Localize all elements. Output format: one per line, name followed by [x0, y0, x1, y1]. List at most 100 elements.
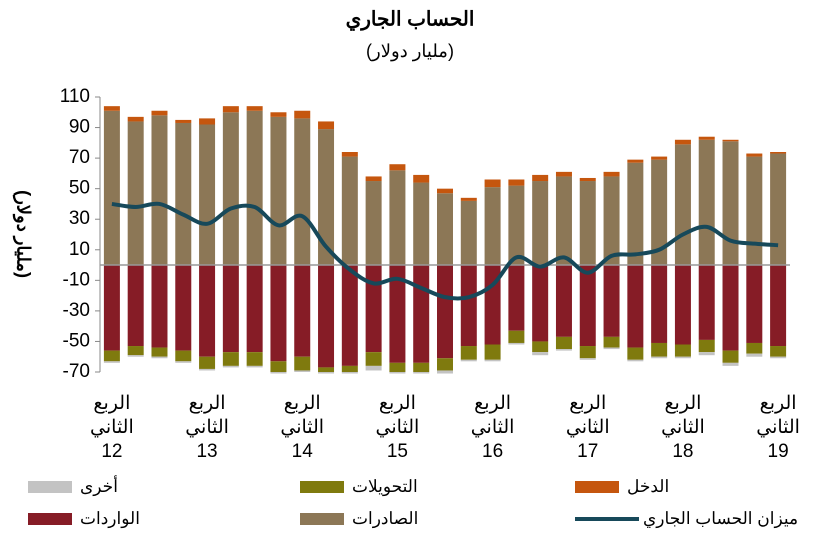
legend-item: التحويلات [300, 477, 418, 497]
bar-segment [341, 156, 358, 266]
bar-segment [341, 265, 358, 366]
bar-segment [579, 358, 596, 360]
bar-segment [389, 170, 406, 266]
bar-segment [603, 176, 620, 266]
bar-segment [698, 139, 715, 266]
legend-swatch [300, 513, 344, 525]
bar-segment [484, 179, 501, 188]
bar-segment [770, 265, 787, 347]
x-tick-label: الربع الثاني 17 [565, 393, 610, 462]
bar-segment [199, 118, 216, 125]
bar-segment [294, 118, 311, 266]
bar-segment [460, 200, 477, 266]
bar-segment [437, 188, 453, 194]
bar-segment [389, 372, 406, 374]
bar-segment [555, 176, 572, 266]
bar-segment [365, 352, 382, 366]
bar-segment [246, 265, 263, 353]
bar-segment [294, 265, 311, 357]
legend-item: ميزان الحساب الجاري [575, 509, 798, 529]
bar-segment [722, 350, 739, 363]
y-tick-label: 10 [69, 239, 90, 260]
bar-segment [722, 362, 739, 366]
bar-segment [532, 265, 549, 342]
bar-segment [103, 361, 120, 363]
bar-segment [532, 181, 549, 266]
bar-segment [246, 106, 263, 111]
bar-segment [175, 122, 192, 266]
bar-segment [603, 336, 620, 348]
bar-segment [127, 346, 144, 356]
bar-segment [698, 136, 715, 140]
bar-segment [103, 350, 120, 362]
x-tick-label: الربع الثاني 19 [756, 393, 800, 462]
bar-segment [341, 372, 358, 374]
bar-segment [151, 115, 168, 266]
y-tick-label: -30 [63, 300, 90, 321]
bar-segment [627, 159, 644, 163]
bar-segment [413, 265, 430, 363]
bar-segment [389, 362, 406, 372]
bar-segment [770, 346, 787, 357]
bar-segment [246, 352, 263, 366]
bar-segment [603, 265, 620, 337]
bar-segment [627, 265, 644, 348]
bar-segment [437, 358, 453, 371]
bar-segment [484, 187, 501, 266]
y-axis-label: (مليار دولار) [12, 190, 33, 278]
legend-label: الدخل [627, 477, 670, 496]
bar-segment [270, 372, 287, 374]
bar-segment [437, 265, 453, 359]
bar-segment [532, 174, 549, 182]
bar-segment [722, 265, 739, 351]
bar-segment [175, 265, 192, 351]
chart-title: الحساب الجاري [346, 8, 475, 31]
bar-segment [413, 372, 430, 374]
bar-segment [674, 144, 691, 266]
bar-segment [413, 182, 430, 266]
bar-segment [508, 185, 525, 266]
bar-segment [603, 347, 620, 350]
chart-subtitle: (مليار دولار) [366, 41, 454, 62]
y-tick-label: -70 [63, 361, 90, 382]
bar-segment [532, 352, 549, 356]
bar-segment [484, 359, 501, 362]
bar-segment [746, 353, 763, 357]
x-tick-label: الربع الثاني 16 [470, 393, 515, 462]
y-tick-label: 50 [69, 178, 90, 199]
bar-segment [698, 352, 715, 356]
legend-swatch [575, 517, 639, 521]
bar-segment [127, 121, 144, 266]
bar-segment [175, 119, 192, 123]
bar-segment [175, 361, 192, 363]
bar-segment [746, 342, 763, 354]
bar-segment [270, 265, 287, 362]
bar-segment [199, 124, 216, 266]
bar-segment [603, 171, 620, 177]
bar-segment [722, 139, 739, 142]
legend-swatch [28, 481, 72, 493]
legend-item: الواردات [28, 509, 140, 529]
bar-segment [222, 106, 239, 113]
x-tick-label: الربع الثاني 14 [280, 393, 325, 462]
bar-segment [770, 152, 787, 154]
bar-segment [532, 341, 549, 353]
bar-segment [389, 265, 406, 363]
bar-segment [318, 265, 335, 368]
bar-segment [484, 344, 501, 360]
y-tick-label: 70 [69, 147, 90, 168]
bar-segment [341, 365, 358, 372]
bar-segment [270, 361, 287, 372]
bar-segment [199, 368, 216, 371]
bar-segment [698, 339, 715, 353]
bar-segment [103, 265, 120, 351]
bar-segment [508, 330, 525, 343]
legend-swatch [300, 481, 344, 493]
bar-segment [175, 350, 192, 362]
bar-segment [651, 342, 668, 357]
legend-label: الصادرات [352, 509, 419, 528]
x-tick-label: الربع الثاني 12 [90, 393, 134, 462]
bar-segment [508, 179, 525, 186]
bar-segment [698, 265, 715, 340]
